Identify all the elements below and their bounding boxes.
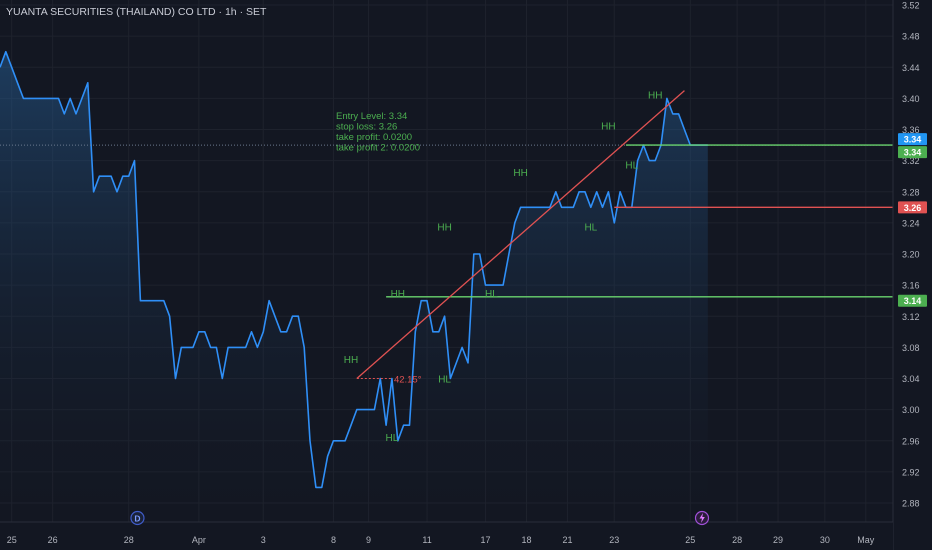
price-tick-label: 3.40 [902, 94, 920, 104]
price-tick-label: 3.24 [902, 218, 920, 228]
angle-label: 42.15° [394, 375, 422, 386]
swing-label: HH [437, 223, 451, 234]
time-tick-label: 28 [124, 535, 134, 545]
price-tick-label: 3.44 [902, 63, 920, 73]
dividend-marker-icon-letter: D [134, 514, 140, 524]
trade-note: Entry Level: 3.34 [336, 111, 407, 122]
price-tag-label: 3.34 [904, 148, 922, 158]
trade-note: take profit 2: 0.0200 [336, 143, 420, 154]
price-tick-label: 3.00 [902, 405, 920, 415]
time-tick-label: 30 [820, 535, 830, 545]
trade-note: take profit: 0.0200 [336, 132, 412, 143]
swing-label: HH [648, 90, 662, 101]
time-tick-label: 17 [481, 535, 491, 545]
swing-label: HL [386, 433, 399, 444]
time-tick-label: 21 [562, 535, 572, 545]
price-tick-label: 2.92 [902, 467, 920, 477]
swing-label: HL [485, 289, 498, 300]
time-tick-label: 29 [773, 535, 783, 545]
trade-note: stop loss: 3.26 [336, 122, 397, 133]
price-tick-label: 2.88 [902, 499, 920, 509]
price-tick-label: 3.08 [902, 343, 920, 353]
swing-label: HH [391, 289, 405, 300]
price-tick-label: 3.04 [902, 374, 920, 384]
price-tick-label: 3.16 [902, 281, 920, 291]
price-tag [898, 201, 927, 214]
price-tick-label: 3.48 [902, 32, 920, 42]
price-line [0, 50, 708, 489]
price-tag [898, 294, 927, 307]
trend-line [356, 90, 685, 379]
swing-label: HH [513, 168, 527, 179]
time-axis [0, 522, 893, 550]
chart-title: YUANTA SECURITIES (THAILAND) CO LTD · 1h… [6, 6, 267, 18]
swing-label: HL [584, 223, 597, 234]
price-tick-label: 3.32 [902, 156, 920, 166]
swing-label: HL [438, 374, 451, 385]
price-axis [893, 0, 932, 550]
price-tag-label: 3.14 [904, 296, 922, 306]
time-tick-label: 11 [422, 535, 431, 545]
time-tick-label: 28 [732, 535, 742, 545]
price-tag [898, 133, 927, 146]
swing-label: HL [625, 160, 638, 171]
price-tick-label: 3.36 [902, 125, 920, 135]
time-tick-label: 26 [48, 535, 58, 545]
price-tick-label: 3.20 [902, 250, 920, 260]
price-tick-label: 3.28 [902, 187, 920, 197]
swing-label: HH [344, 355, 358, 366]
time-tick-label: 25 [685, 535, 695, 545]
time-tick-label: Apr [192, 535, 206, 545]
price-tag-label: 3.26 [904, 203, 922, 213]
price-tick-label: 3.52 [902, 1, 920, 11]
time-tick-label: 18 [521, 535, 531, 545]
swing-label: HH [601, 122, 615, 133]
price-tag [898, 146, 927, 159]
time-tick-label: 23 [609, 535, 619, 545]
dividend-marker-icon [130, 510, 145, 526]
time-tick-label: May [857, 535, 875, 545]
price-tick-label: 3.12 [902, 312, 920, 322]
time-tick-label: 8 [331, 535, 336, 545]
lightning-icon [699, 513, 705, 523]
price-area [0, 51, 708, 522]
price-tag-label: 3.34 [904, 135, 922, 145]
time-tick-label: 3 [261, 535, 266, 545]
price-tick-label: 2.96 [902, 436, 920, 446]
time-tick-label: 9 [366, 535, 371, 545]
time-tick-label: 25 [7, 535, 17, 545]
